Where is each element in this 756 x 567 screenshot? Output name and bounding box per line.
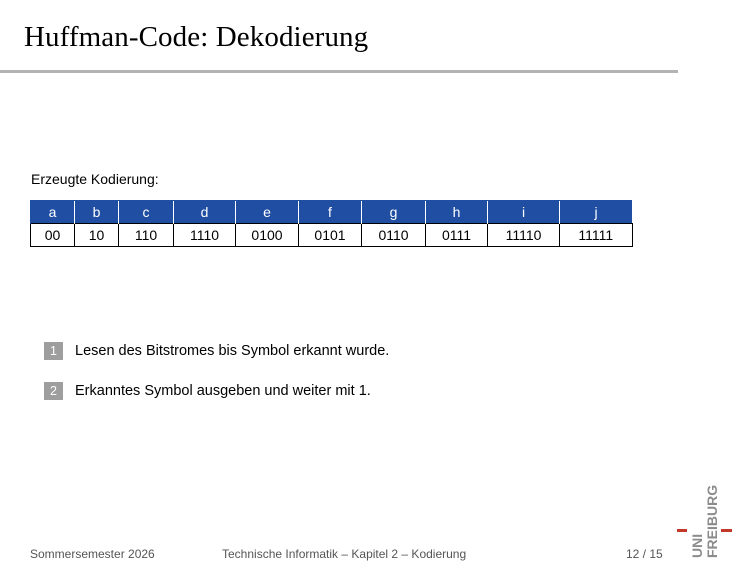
coding-label: Erzeugte Kodierung: [31,171,159,187]
symbol-cell: f [298,200,362,224]
logo-text-uni: UNI [689,534,705,558]
symbol-row: a b c d e f g h i j [30,200,632,224]
symbol-cell: h [425,200,488,224]
code-cell: 11110 [487,223,560,247]
footer-course: Technische Informatik – Kapitel 2 – Kodi… [222,547,467,561]
code-cell: 10 [74,223,119,247]
coding-table: a b c d e f g h i j 00 10 110 1110 0100 … [30,200,633,247]
symbol-cell: d [173,200,236,224]
symbol-cell: j [559,200,632,224]
symbol-cell: b [74,200,119,224]
symbol-cell: g [361,200,426,224]
logo-red-bar-right [721,529,732,532]
code-row: 00 10 110 1110 0100 0101 0110 0111 11110… [30,223,633,247]
title-rule [0,70,678,73]
step-item: 2 Erkanntes Symbol ausgeben und weiter m… [44,380,389,402]
slide-title: Huffman-Code: Dekodierung [24,21,369,53]
code-cell: 0101 [298,223,362,247]
code-cell: 00 [30,223,75,247]
step-number: 1 [44,342,63,360]
symbol-cell: e [235,200,299,224]
step-text: Lesen des Bitstromes bis Symbol erkannt … [75,343,390,359]
symbol-cell: i [487,200,560,224]
uni-freiburg-logo: UNI FREIBURG [677,485,732,558]
code-cell: 0111 [425,223,488,247]
logo-text-freiburg: FREIBURG [704,485,720,558]
symbol-cell: c [118,200,174,224]
code-cell: 0100 [235,223,299,247]
footer-semester: Sommersemester 2026 [30,547,155,561]
code-cell: 1110 [173,223,236,247]
code-cell: 0110 [361,223,426,247]
code-cell: 11111 [559,223,633,247]
step-list: 1 Lesen des Bitstromes bis Symbol erkann… [44,340,389,420]
step-item: 1 Lesen des Bitstromes bis Symbol erkann… [44,340,389,362]
footer-page-number: 12 / 15 [626,547,663,561]
step-number: 2 [44,382,63,400]
logo-red-bar-left [677,529,687,532]
symbol-cell: a [30,200,75,224]
code-cell: 110 [118,223,174,247]
step-text: Erkanntes Symbol ausgeben und weiter mit… [75,383,371,399]
